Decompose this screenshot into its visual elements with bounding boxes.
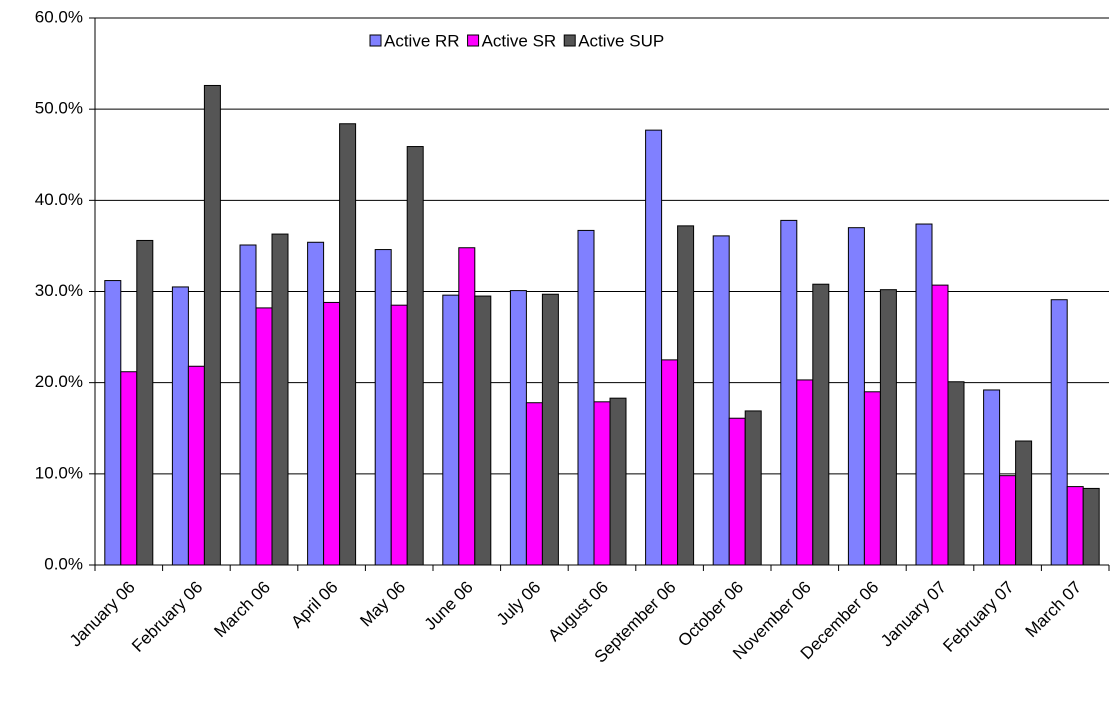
bar [593, 401, 611, 566]
bar [474, 295, 492, 566]
x-tick-label: March 07 [1022, 578, 1086, 642]
bar [406, 146, 424, 566]
y-tick-label: 20.0% [35, 372, 83, 391]
bar [120, 371, 138, 566]
y-tick-label: 40.0% [35, 190, 83, 209]
bar [339, 123, 357, 566]
y-tick-label: 50.0% [35, 99, 83, 118]
bar [879, 289, 897, 566]
bar [609, 397, 627, 566]
legend-label: Active RR [384, 31, 460, 50]
x-tick-label: July 06 [493, 578, 545, 630]
bar [323, 301, 341, 566]
bar [983, 389, 1001, 566]
legend-swatch [563, 34, 576, 47]
bar [677, 225, 695, 566]
legend-swatch [467, 34, 480, 47]
bar [931, 284, 949, 566]
x-tick-label: August 06 [544, 578, 612, 646]
bar [577, 229, 595, 566]
x-tick-label: January 06 [66, 578, 139, 651]
bar [744, 410, 762, 566]
x-tick-label: March 06 [210, 578, 274, 642]
bar [525, 402, 543, 566]
legend-label: Active SUP [578, 31, 664, 50]
bar [458, 247, 476, 566]
bar [203, 84, 221, 566]
bar [442, 294, 460, 566]
bar [374, 249, 392, 566]
bar [136, 239, 154, 566]
bar [947, 381, 965, 566]
bar [1015, 440, 1033, 566]
bar [307, 241, 325, 566]
bar [239, 244, 257, 566]
bar [812, 283, 830, 566]
bar [999, 475, 1017, 566]
bar [728, 417, 746, 566]
x-tick-label: February 06 [128, 578, 206, 656]
y-tick-label: 60.0% [35, 7, 83, 26]
legend-swatch [369, 34, 382, 47]
bar [1082, 487, 1100, 566]
x-tick-label: May 06 [356, 578, 409, 631]
x-tick-label: October 06 [674, 578, 747, 651]
bar [915, 223, 933, 566]
bar [796, 379, 814, 566]
x-tick-label: April 06 [287, 578, 341, 632]
bar [509, 290, 527, 566]
bar [1066, 486, 1084, 566]
bar [541, 293, 559, 566]
bar [187, 365, 205, 566]
y-tick-label: 30.0% [35, 281, 83, 300]
bar [104, 280, 122, 566]
bar [847, 227, 865, 566]
y-tick-label: 0.0% [44, 554, 83, 573]
bar [661, 359, 679, 566]
y-tick-label: 10.0% [35, 463, 83, 482]
bar [271, 233, 289, 566]
bar [863, 391, 881, 566]
bar [255, 307, 273, 566]
bar [712, 235, 730, 566]
bar [390, 304, 408, 566]
bar [1050, 299, 1068, 566]
bar [171, 286, 189, 566]
x-tick-label: February 07 [939, 578, 1017, 656]
x-tick-label: June 06 [421, 578, 477, 634]
legend-label: Active SR [482, 31, 557, 50]
bar [780, 219, 798, 566]
bar [645, 129, 663, 566]
x-tick-label: January 07 [877, 578, 950, 651]
